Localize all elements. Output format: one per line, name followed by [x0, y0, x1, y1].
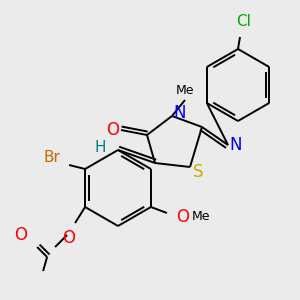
Text: N: N: [174, 104, 186, 122]
Text: N: N: [230, 136, 242, 154]
Text: H: H: [94, 140, 106, 154]
Text: Me: Me: [176, 83, 194, 97]
Text: Me: Me: [192, 211, 210, 224]
Text: O: O: [15, 226, 28, 244]
Text: Cl: Cl: [237, 14, 251, 28]
Text: O: O: [63, 229, 76, 247]
Text: O: O: [176, 208, 189, 226]
Text: S: S: [193, 163, 203, 181]
Text: O: O: [106, 121, 119, 139]
Text: Br: Br: [44, 149, 61, 164]
